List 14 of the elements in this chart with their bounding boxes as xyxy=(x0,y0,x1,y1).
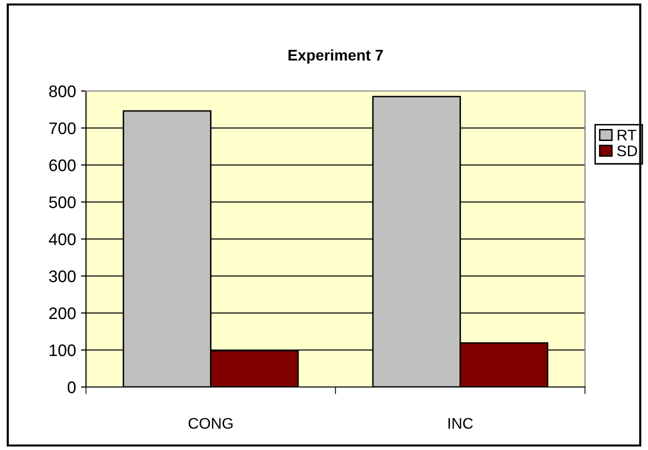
y-tick-label: 800 xyxy=(49,85,76,98)
y-tick-label: 300 xyxy=(49,270,76,282)
x-tick-label: CONG xyxy=(188,418,233,429)
legend-label: SD xyxy=(617,145,638,156)
y-tick-label: 400 xyxy=(48,233,76,246)
y-tick-label: 500 xyxy=(49,196,76,208)
x-tick-label: INC xyxy=(448,418,473,429)
y-tick-label: 200 xyxy=(49,307,76,320)
chart-title: Experiment 7 xyxy=(288,49,383,64)
legend-label: RT xyxy=(618,130,636,140)
y-tick-label: 100 xyxy=(50,344,76,356)
y-tick-label: 600 xyxy=(49,159,76,172)
y-tick-label: 700 xyxy=(49,122,76,134)
y-tick-label: 0 xyxy=(68,381,76,394)
